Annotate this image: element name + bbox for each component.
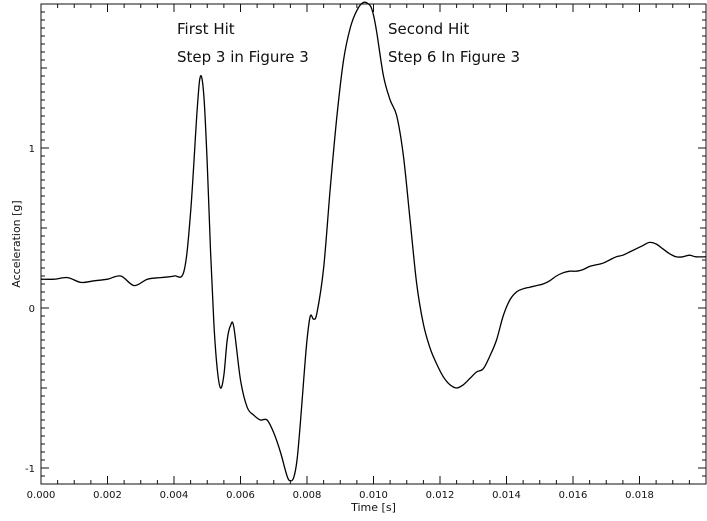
y-axis: 1 0 -1 (25, 3, 706, 485)
series-group (40, 1, 707, 482)
x-tick-label: 0.012 (426, 490, 455, 501)
annotation-first-hit: First Hit Step 3 in Figure 3 (177, 20, 309, 66)
x-tick-label: 0.004 (160, 490, 189, 501)
plot-frame (40, 3, 707, 485)
y-tick-label: -1 (25, 464, 35, 475)
acceleration-series-line (40, 1, 707, 482)
x-tick-label: 0.010 (359, 490, 388, 501)
x-tick-label: 0.016 (559, 490, 588, 501)
annotation-first-hit-line-1: First Hit (177, 20, 235, 38)
annotation-first-hit-line-2: Step 3 in Figure 3 (177, 48, 309, 66)
annotation-second-hit: Second Hit Step 6 In Figure 3 (388, 20, 520, 66)
y-tick-label: 0 (29, 304, 35, 315)
x-axis-title: Time [s] (350, 501, 396, 514)
x-tick-label: 0.018 (625, 490, 654, 501)
x-tick-label: 0.008 (293, 490, 322, 501)
y-axis-title: Acceleration [g] (10, 200, 23, 287)
x-axis: 0.000 0.002 0.004 0.006 0.008 0.010 0.012 0.014… (27, 4, 707, 501)
x-tick-label: 0.002 (93, 490, 122, 501)
x-tick-label: 0.006 (226, 490, 255, 501)
plot-area: 0.000 0.002 0.004 0.006 0.008 0.010 0.012 0.014… (25, 1, 707, 501)
x-tick-label: 0.000 (27, 490, 56, 501)
annotation-second-hit-line-1: Second Hit (388, 20, 469, 38)
annotation-second-hit-line-2: Step 6 In Figure 3 (388, 48, 520, 66)
x-tick-label: 0.014 (492, 490, 521, 501)
y-tick-label: 1 (29, 144, 35, 155)
